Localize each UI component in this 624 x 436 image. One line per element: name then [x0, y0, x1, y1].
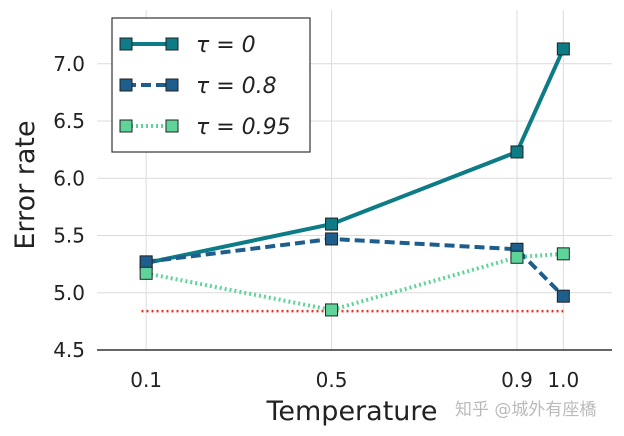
- axes: 0.1 0.5 0.9 1.0 4.5 5.0 5.5 6.0 6.5 7.0: [53, 52, 612, 392]
- series-line-2: [145, 251, 564, 312]
- y-tick-label: 5.5: [53, 224, 85, 248]
- legend-marker: [165, 37, 179, 51]
- x-tick-label: 0.5: [316, 368, 348, 392]
- data-point: [325, 232, 339, 246]
- legend-label: τ = 0: [196, 33, 256, 58]
- x-tick-label: 0.1: [130, 368, 162, 392]
- legend-label: τ = 0.95: [196, 115, 291, 140]
- legend-label: τ = 0.8: [196, 74, 277, 99]
- watermark: 知乎 @城外有座橋: [455, 400, 597, 420]
- y-tick-label: 5.0: [53, 281, 85, 305]
- legend: τ = 0 τ = 0.8 τ = 0.95: [111, 17, 311, 153]
- y-axis-label: Error rate: [10, 120, 41, 249]
- data-point: [139, 266, 153, 280]
- data-point: [325, 217, 339, 231]
- legend-marker: [119, 37, 133, 51]
- y-tick-label: 4.5: [53, 338, 85, 362]
- data-point: [556, 289, 570, 303]
- legend-marker: [119, 119, 133, 133]
- x-axis-label: Temperature: [265, 396, 437, 427]
- data-point: [139, 255, 153, 269]
- data-point: [510, 145, 524, 159]
- series-line-1: [145, 236, 565, 298]
- series-line-0: [145, 48, 566, 265]
- data-point: [556, 42, 570, 56]
- x-tick-label: 1.0: [547, 368, 579, 392]
- data-point: [556, 247, 570, 261]
- data-point: [510, 250, 524, 264]
- y-tick-label: 6.5: [53, 109, 85, 133]
- data-point: [325, 303, 339, 317]
- x-tick-label: 0.9: [501, 368, 533, 392]
- series-lines: [139, 42, 570, 317]
- legend-marker: [119, 78, 133, 92]
- y-tick-label: 6.0: [53, 166, 85, 190]
- legend-marker: [165, 78, 179, 92]
- y-tick-label: 7.0: [53, 52, 85, 76]
- legend-marker: [165, 119, 179, 133]
